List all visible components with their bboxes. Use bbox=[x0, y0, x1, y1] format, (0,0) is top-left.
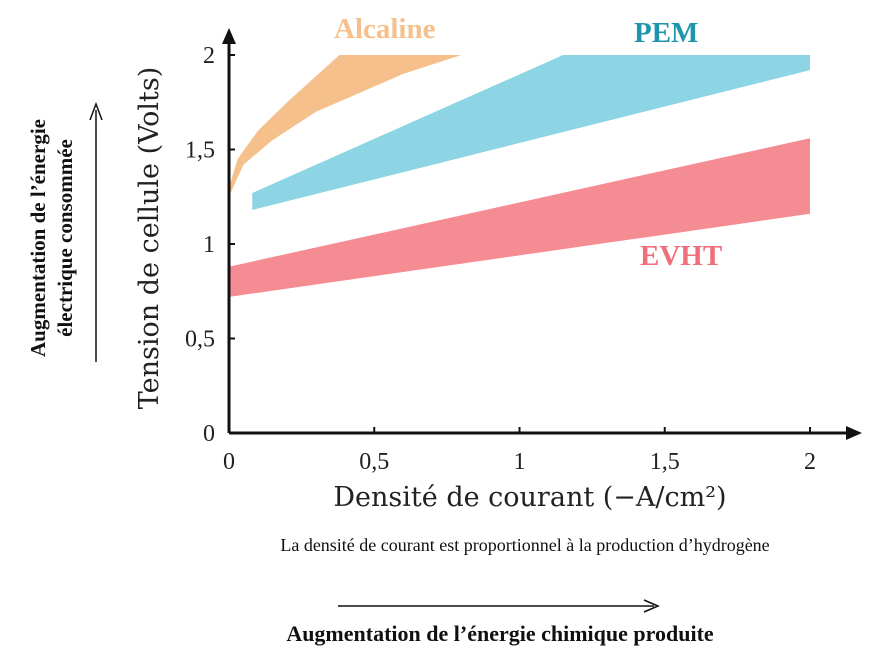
y-tick-label: 0 bbox=[203, 421, 215, 447]
series-label-evht: EVHT bbox=[640, 240, 722, 272]
side-label-line-2: électrique consommée bbox=[53, 139, 77, 337]
note-text: La densité de courant est proportionnel … bbox=[280, 535, 769, 555]
side-label-line-1: Augmentation de l’énergie bbox=[26, 119, 50, 357]
axis-ticks: 0 0,5 1 1,5 2 0 0,5 1 1,5 2 bbox=[185, 43, 816, 475]
x-tick-label: 1,5 bbox=[650, 449, 680, 475]
y-axis-title: Tension de cellule (Volts) bbox=[134, 67, 165, 409]
y-tick-label: 1,5 bbox=[185, 138, 215, 164]
x-axis-title: Densité de courant (−A/cm²) bbox=[333, 482, 726, 513]
series-band-evht bbox=[229, 138, 810, 297]
series-label-alcaline: Alcaline bbox=[334, 13, 436, 45]
bottom-arrow-head bbox=[643, 599, 660, 613]
x-tick-label: 0,5 bbox=[359, 449, 389, 475]
series-band-pem bbox=[252, 55, 810, 210]
y-tick-label: 0,5 bbox=[185, 327, 215, 353]
x-tick-label: 2 bbox=[804, 449, 816, 475]
series-areas bbox=[229, 55, 810, 297]
x-tick-label: 1 bbox=[514, 449, 526, 475]
series-label-pem: PEM bbox=[634, 17, 698, 49]
y-tick-label: 1 bbox=[203, 232, 215, 258]
side-arrow-head bbox=[89, 101, 103, 121]
bottom-label: Augmentation de l’énergie chimique produ… bbox=[286, 621, 714, 646]
series-band-alcaline bbox=[229, 55, 462, 197]
x-tick-label: 0 bbox=[223, 449, 235, 475]
y-tick-label: 2 bbox=[203, 43, 215, 69]
y-axis-arrowhead bbox=[222, 28, 236, 44]
x-axis-arrowhead bbox=[846, 426, 862, 440]
